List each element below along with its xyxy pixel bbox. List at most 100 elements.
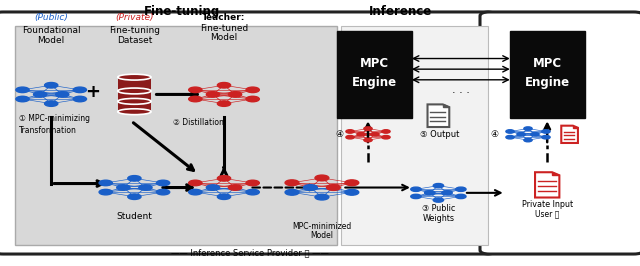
Ellipse shape [118,88,151,94]
Circle shape [346,135,354,139]
Polygon shape [573,126,578,128]
Bar [118,77,151,112]
Circle shape [128,176,141,181]
Circle shape [285,189,299,195]
Circle shape [433,198,444,202]
Text: (Public): (Public) [35,13,68,22]
Circle shape [128,194,141,200]
FancyBboxPatch shape [337,31,412,118]
Circle shape [382,130,390,133]
Text: ③ Public: ③ Public [422,205,455,214]
Circle shape [99,189,113,195]
Circle shape [218,176,230,181]
Text: ④: ④ [490,130,498,139]
Polygon shape [535,172,559,197]
Text: Model: Model [211,34,237,43]
Circle shape [246,96,259,102]
Circle shape [411,194,421,199]
Circle shape [411,187,421,192]
Circle shape [206,92,220,97]
Circle shape [189,87,202,93]
Polygon shape [428,105,449,127]
Text: MPC-minimized: MPC-minimized [292,222,351,231]
FancyBboxPatch shape [15,26,337,245]
Text: Dataset: Dataset [116,36,152,45]
Circle shape [246,180,259,186]
Text: MPC: MPC [532,57,562,70]
Circle shape [156,189,170,195]
Text: Engine: Engine [525,76,570,89]
Circle shape [156,180,170,186]
Circle shape [218,82,230,88]
FancyBboxPatch shape [341,26,488,245]
FancyBboxPatch shape [509,31,585,118]
Circle shape [456,194,466,199]
Text: Model: Model [38,36,65,45]
Circle shape [73,87,86,93]
Circle shape [371,133,379,136]
Text: Transformation: Transformation [19,126,77,135]
Circle shape [357,133,365,136]
Circle shape [99,180,113,186]
Circle shape [16,87,29,93]
Circle shape [456,187,466,192]
Circle shape [189,189,202,195]
Circle shape [382,135,390,139]
Circle shape [303,185,317,190]
Text: Private Input: Private Input [522,201,573,210]
Circle shape [517,133,525,136]
Polygon shape [443,105,449,107]
Circle shape [189,180,202,186]
Text: —— Inference Service Provider 🏛 ——: —— Inference Service Provider 🏛 —— [171,248,328,257]
Text: Engine: Engine [352,76,397,89]
Text: User 🧑: User 🧑 [535,209,559,218]
Text: Model: Model [310,231,333,240]
Circle shape [16,96,29,102]
Circle shape [345,189,359,195]
Circle shape [542,130,550,133]
Circle shape [315,194,329,200]
Circle shape [246,189,259,195]
Circle shape [228,92,242,97]
Circle shape [139,185,152,190]
Circle shape [33,92,47,97]
Circle shape [442,191,452,195]
Circle shape [531,133,539,136]
Text: Fine-tuning: Fine-tuning [144,6,221,18]
Ellipse shape [118,109,151,115]
Text: ① MPC-minimizing: ① MPC-minimizing [19,114,90,123]
Circle shape [364,127,372,130]
Circle shape [345,180,359,186]
Text: · · ·: · · · [452,88,470,98]
Circle shape [56,92,69,97]
Circle shape [524,127,532,130]
Circle shape [364,138,372,142]
Circle shape [116,185,130,190]
Text: Inference: Inference [369,6,431,18]
Text: ② Distillation: ② Distillation [173,118,223,127]
Text: MPC: MPC [360,57,389,70]
FancyBboxPatch shape [0,12,496,254]
Circle shape [424,191,435,195]
Circle shape [542,135,550,139]
Circle shape [218,194,230,200]
Circle shape [506,135,514,139]
Text: Weights: Weights [422,214,454,223]
Circle shape [433,184,444,188]
FancyBboxPatch shape [480,12,640,254]
Text: ⑤ Output: ⑤ Output [420,130,460,139]
Circle shape [228,185,242,190]
Circle shape [73,96,86,102]
Ellipse shape [118,98,151,104]
Text: Fine-tuned: Fine-tuned [200,24,248,33]
Circle shape [218,101,230,106]
Polygon shape [552,172,559,175]
Circle shape [206,185,220,190]
Circle shape [315,175,329,181]
Circle shape [506,130,514,133]
Circle shape [189,96,202,102]
Ellipse shape [118,74,151,80]
Circle shape [285,180,299,186]
Text: (Private): (Private) [115,13,154,22]
Text: Fine-tuning: Fine-tuning [109,26,160,35]
